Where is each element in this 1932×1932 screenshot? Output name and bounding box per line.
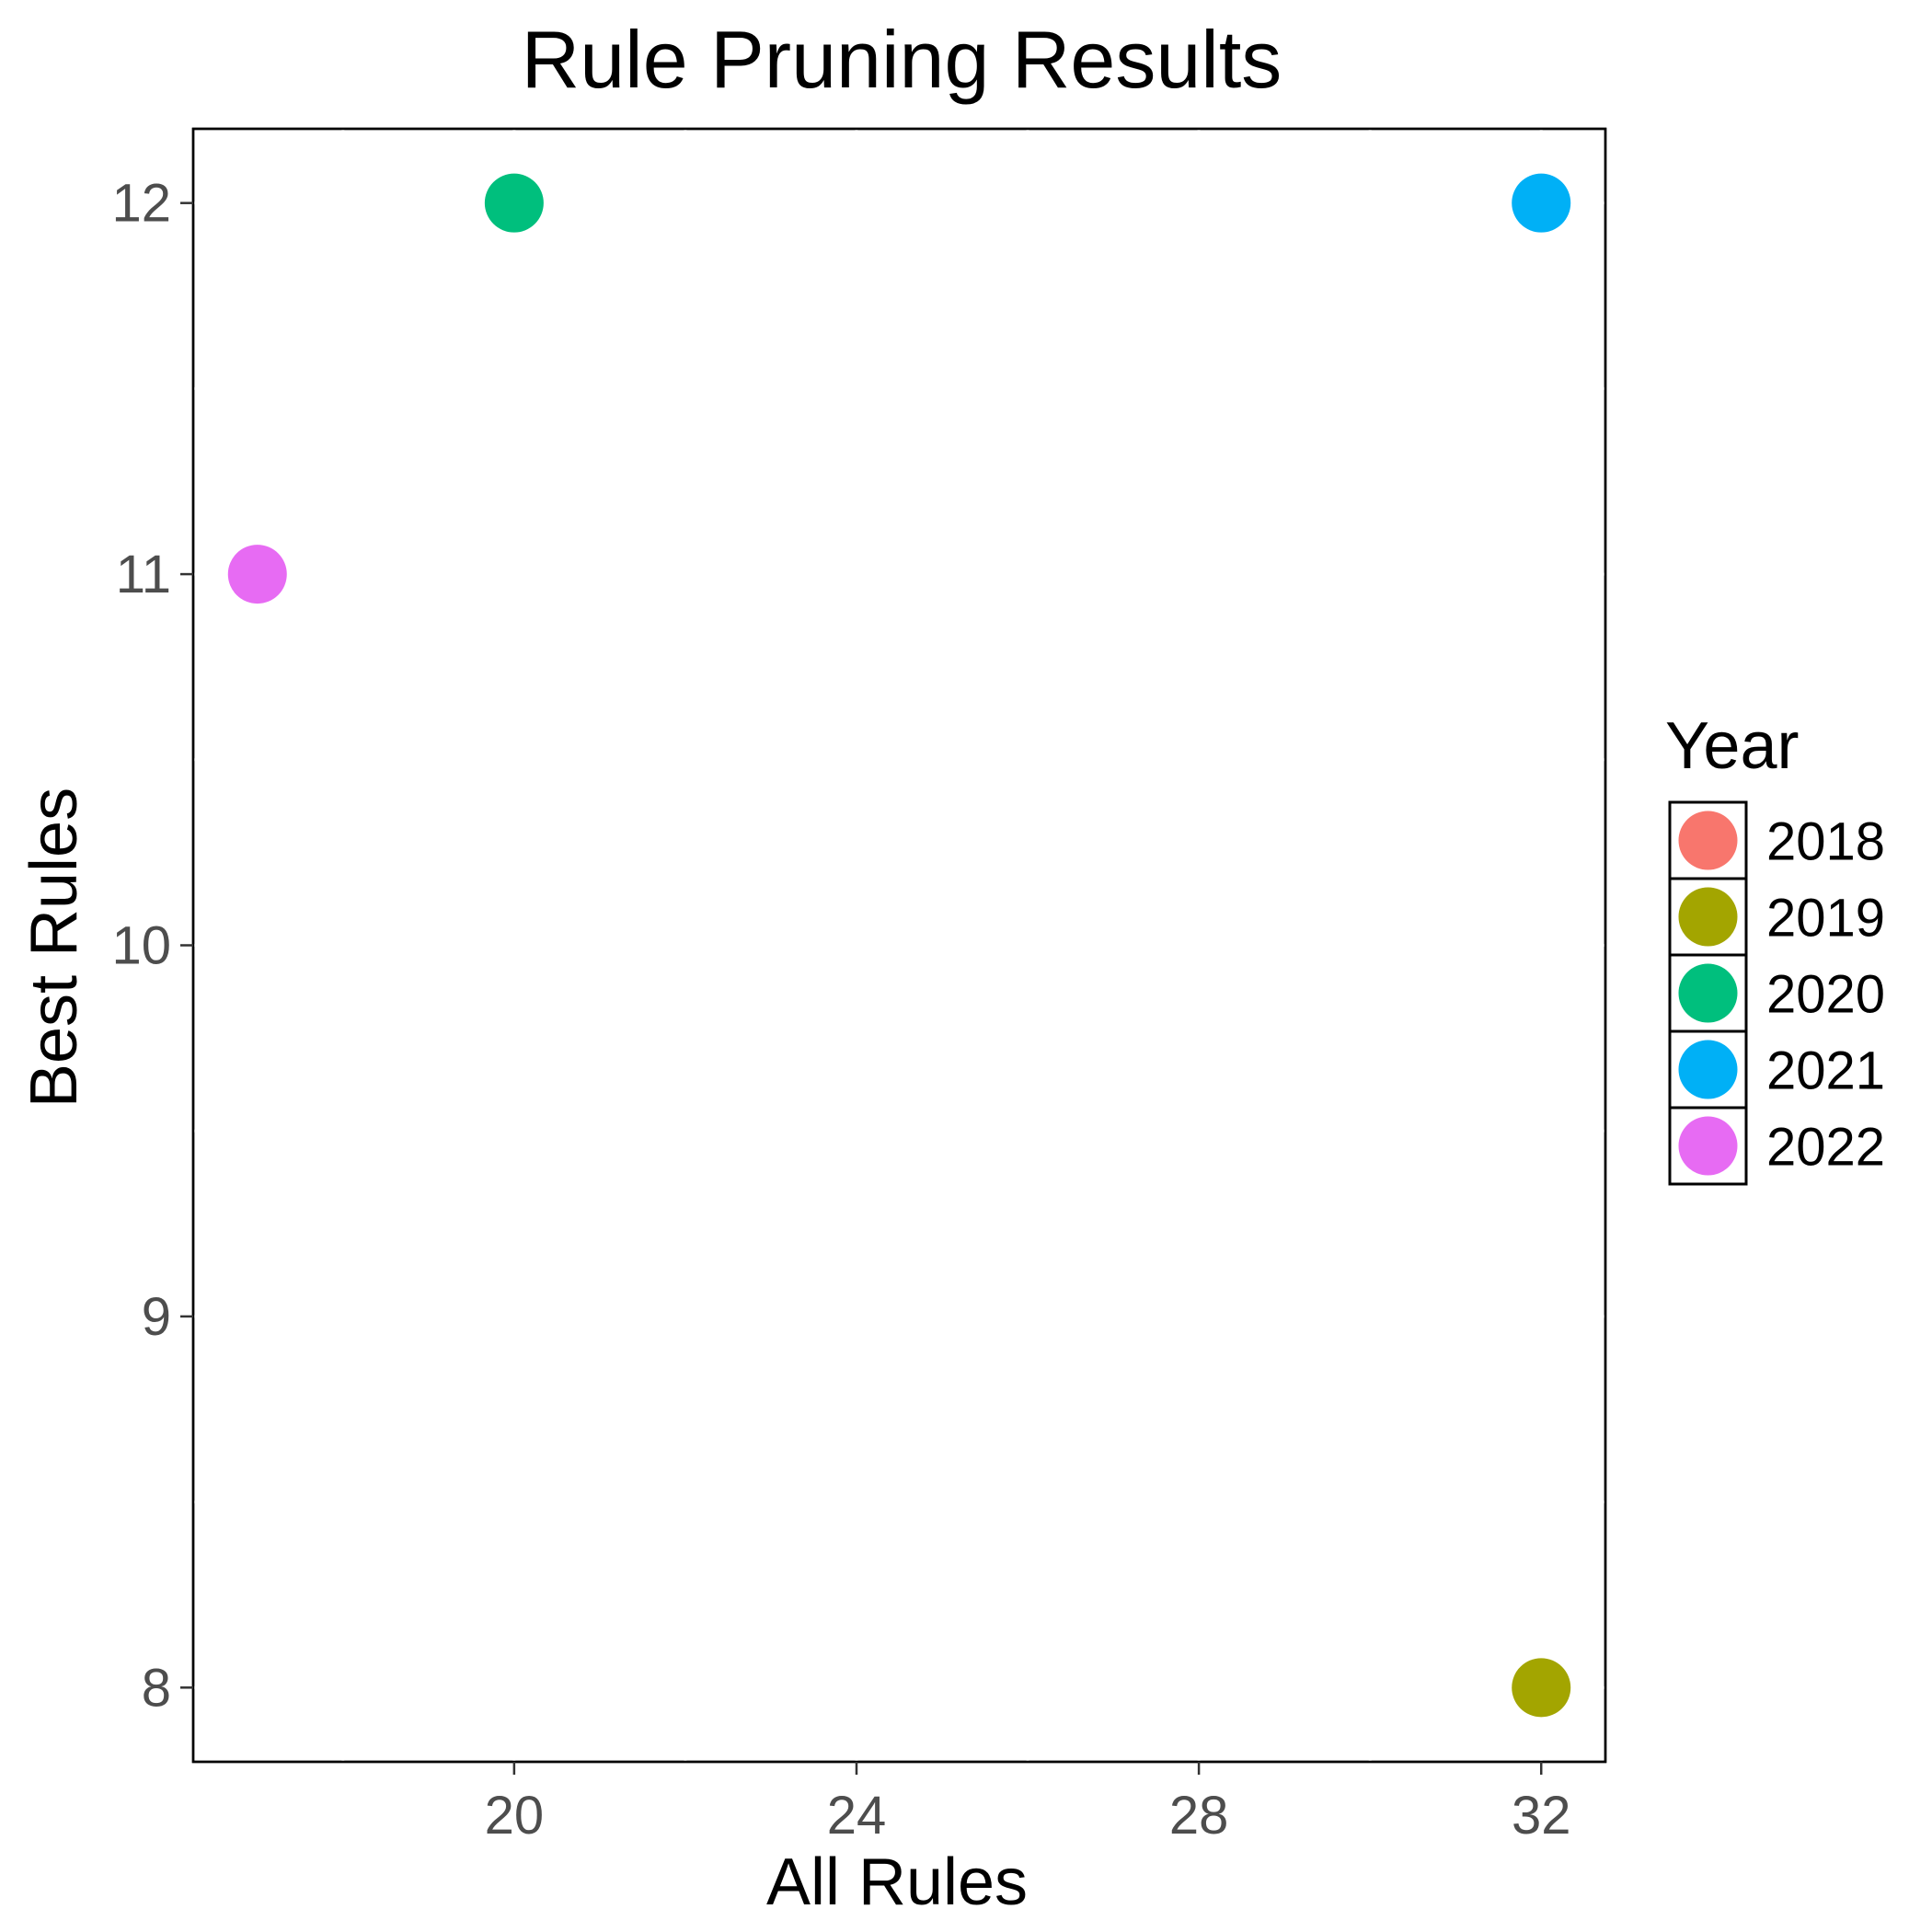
legend-title: Year <box>1665 709 1799 783</box>
x-tick-label: 32 <box>1512 1786 1571 1846</box>
y-tick-label: 8 <box>142 1658 171 1718</box>
plot-area: 20 24 28 32 8 9 10 11 12 <box>111 127 1607 1846</box>
x-tick-label: 20 <box>485 1786 545 1846</box>
y-tick-label: 12 <box>111 174 171 234</box>
legend-label-2018: 2018 <box>1766 812 1885 872</box>
data-point-2022 <box>227 545 287 604</box>
legend-swatch-2018 <box>1678 811 1738 870</box>
data-point-2020 <box>484 173 544 233</box>
y-axis-title: Best Rules <box>17 788 91 1108</box>
chart-title: Rule Pruning Results <box>522 14 1282 105</box>
legend-swatch-2021 <box>1678 1040 1738 1099</box>
legend-label-2022: 2022 <box>1766 1118 1885 1178</box>
x-tick-label: 24 <box>827 1786 887 1846</box>
x-tick-label: 28 <box>1169 1786 1229 1846</box>
data-point-2021 <box>1512 173 1571 233</box>
legend: Year 2018 2019 2020 2021 2022 <box>1665 709 1885 1186</box>
y-tick-label: 9 <box>142 1287 171 1347</box>
legend-label-2019: 2019 <box>1766 889 1885 949</box>
x-axis-title: All Rules <box>766 1846 1028 1919</box>
legend-swatch-2022 <box>1678 1116 1738 1176</box>
legend-swatch-2020 <box>1678 963 1738 1023</box>
data-point-2019 <box>1512 1658 1571 1718</box>
legend-label-2021: 2021 <box>1766 1041 1885 1101</box>
legend-swatch-2019 <box>1678 887 1738 947</box>
y-tick-label: 11 <box>116 545 171 604</box>
legend-label-2020: 2020 <box>1766 965 1885 1025</box>
y-tick-label: 10 <box>111 916 171 976</box>
